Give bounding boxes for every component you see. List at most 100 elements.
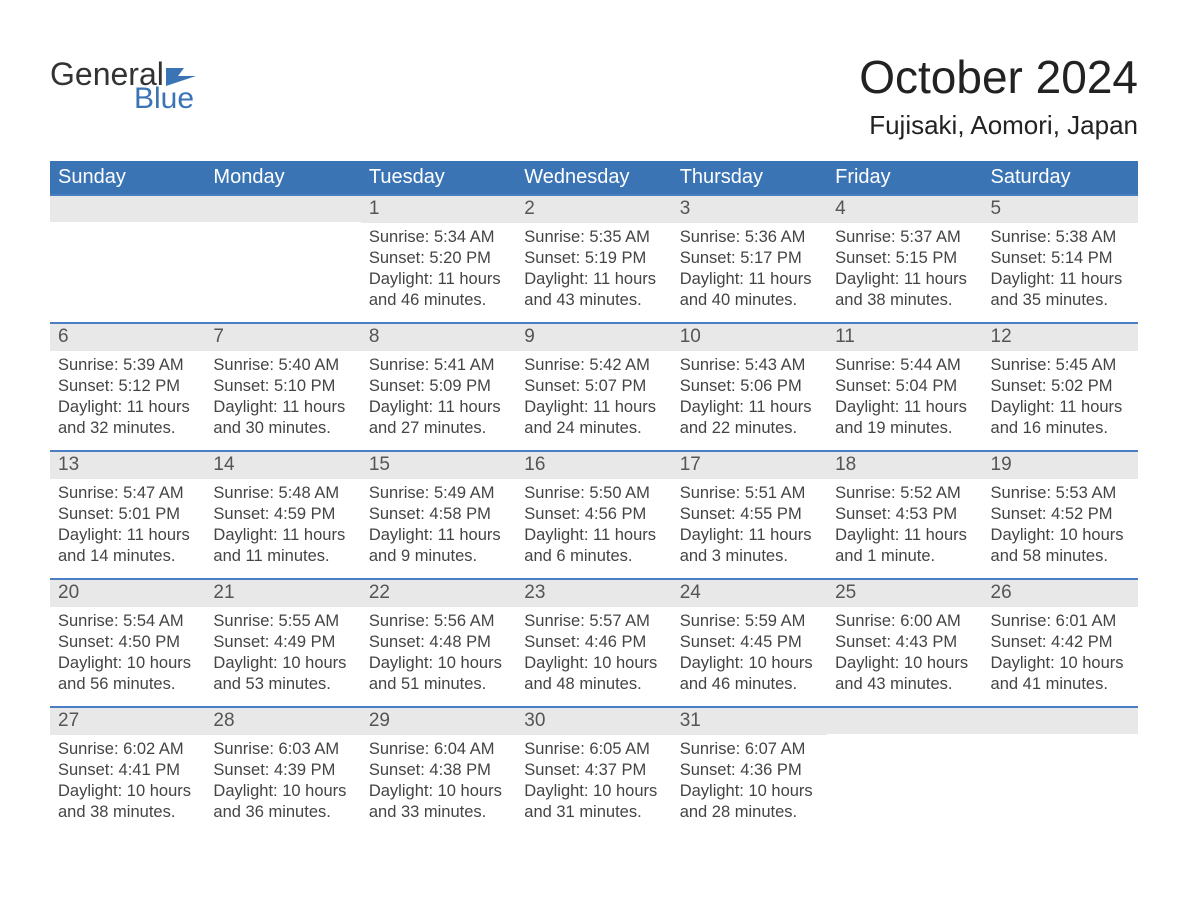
sunset-line: Sunset: 4:39 PM	[213, 760, 352, 781]
calendar-cell	[983, 707, 1138, 835]
sunset-line: Sunset: 4:42 PM	[991, 632, 1130, 653]
calendar-week-row: 1Sunrise: 5:34 AMSunset: 5:20 PMDaylight…	[50, 195, 1138, 323]
daylight-line: Daylight: 11 hours and 16 minutes.	[991, 397, 1130, 439]
sunset-line: Sunset: 5:19 PM	[524, 248, 663, 269]
sunrise-line: Sunrise: 5:48 AM	[213, 483, 352, 504]
sunrise-line: Sunrise: 6:05 AM	[524, 739, 663, 760]
daylight-line: Daylight: 10 hours and 38 minutes.	[58, 781, 197, 823]
daylight-line: Daylight: 11 hours and 24 minutes.	[524, 397, 663, 439]
day-details: Sunrise: 5:38 AMSunset: 5:14 PMDaylight:…	[983, 223, 1138, 317]
calendar-cell: 3Sunrise: 5:36 AMSunset: 5:17 PMDaylight…	[672, 195, 827, 323]
day-number: 12	[983, 324, 1138, 351]
daylight-line: Daylight: 11 hours and 40 minutes.	[680, 269, 819, 311]
sunset-line: Sunset: 4:50 PM	[58, 632, 197, 653]
calendar-cell: 30Sunrise: 6:05 AMSunset: 4:37 PMDayligh…	[516, 707, 671, 835]
sunrise-line: Sunrise: 6:02 AM	[58, 739, 197, 760]
day-details: Sunrise: 5:42 AMSunset: 5:07 PMDaylight:…	[516, 351, 671, 445]
calendar-cell: 27Sunrise: 6:02 AMSunset: 4:41 PMDayligh…	[50, 707, 205, 835]
daylight-line: Daylight: 10 hours and 31 minutes.	[524, 781, 663, 823]
day-number: 25	[827, 580, 982, 607]
sunset-line: Sunset: 4:58 PM	[369, 504, 508, 525]
day-details: Sunrise: 6:04 AMSunset: 4:38 PMDaylight:…	[361, 735, 516, 829]
sunrise-line: Sunrise: 5:36 AM	[680, 227, 819, 248]
daylight-line: Daylight: 11 hours and 30 minutes.	[213, 397, 352, 439]
sunset-line: Sunset: 4:36 PM	[680, 760, 819, 781]
day-details: Sunrise: 5:51 AMSunset: 4:55 PMDaylight:…	[672, 479, 827, 573]
sunrise-line: Sunrise: 5:44 AM	[835, 355, 974, 376]
calendar-cell: 28Sunrise: 6:03 AMSunset: 4:39 PMDayligh…	[205, 707, 360, 835]
sunrise-line: Sunrise: 5:45 AM	[991, 355, 1130, 376]
sunrise-line: Sunrise: 5:51 AM	[680, 483, 819, 504]
weekday-header: Sunday	[50, 161, 205, 195]
day-details: Sunrise: 5:44 AMSunset: 5:04 PMDaylight:…	[827, 351, 982, 445]
day-details: Sunrise: 6:05 AMSunset: 4:37 PMDaylight:…	[516, 735, 671, 829]
page-title: October 2024	[859, 50, 1138, 104]
sunrise-line: Sunrise: 5:41 AM	[369, 355, 508, 376]
sunrise-line: Sunrise: 5:50 AM	[524, 483, 663, 504]
daylight-line: Daylight: 10 hours and 58 minutes.	[991, 525, 1130, 567]
calendar-cell: 16Sunrise: 5:50 AMSunset: 4:56 PMDayligh…	[516, 451, 671, 579]
day-number: 15	[361, 452, 516, 479]
calendar-week-row: 20Sunrise: 5:54 AMSunset: 4:50 PMDayligh…	[50, 579, 1138, 707]
daylight-line: Daylight: 10 hours and 43 minutes.	[835, 653, 974, 695]
day-details: Sunrise: 5:48 AMSunset: 4:59 PMDaylight:…	[205, 479, 360, 573]
daylight-line: Daylight: 11 hours and 35 minutes.	[991, 269, 1130, 311]
sunset-line: Sunset: 5:07 PM	[524, 376, 663, 397]
day-details: Sunrise: 5:37 AMSunset: 5:15 PMDaylight:…	[827, 223, 982, 317]
day-details: Sunrise: 5:43 AMSunset: 5:06 PMDaylight:…	[672, 351, 827, 445]
sunset-line: Sunset: 5:20 PM	[369, 248, 508, 269]
sunset-line: Sunset: 5:12 PM	[58, 376, 197, 397]
calendar-body: 1Sunrise: 5:34 AMSunset: 5:20 PMDaylight…	[50, 195, 1138, 835]
daylight-line: Daylight: 11 hours and 27 minutes.	[369, 397, 508, 439]
day-details: Sunrise: 5:47 AMSunset: 5:01 PMDaylight:…	[50, 479, 205, 573]
daylight-line: Daylight: 11 hours and 14 minutes.	[58, 525, 197, 567]
sunset-line: Sunset: 4:48 PM	[369, 632, 508, 653]
calendar-cell: 4Sunrise: 5:37 AMSunset: 5:15 PMDaylight…	[827, 195, 982, 323]
sunset-line: Sunset: 4:46 PM	[524, 632, 663, 653]
day-number: 4	[827, 196, 982, 223]
sunrise-line: Sunrise: 5:39 AM	[58, 355, 197, 376]
calendar-week-row: 13Sunrise: 5:47 AMSunset: 5:01 PMDayligh…	[50, 451, 1138, 579]
sunset-line: Sunset: 4:43 PM	[835, 632, 974, 653]
calendar-cell: 29Sunrise: 6:04 AMSunset: 4:38 PMDayligh…	[361, 707, 516, 835]
calendar-cell: 12 Sunrise: 5:45 AMSunset: 5:02 PMDayligh…	[983, 323, 1138, 451]
day-number: 2	[516, 196, 671, 223]
sunrise-line: Sunrise: 5:35 AM	[524, 227, 663, 248]
calendar-cell: 24Sunrise: 5:59 AMSunset: 4:45 PMDayligh…	[672, 579, 827, 707]
sunset-line: Sunset: 5:17 PM	[680, 248, 819, 269]
calendar-cell: 11Sunrise: 5:44 AMSunset: 5:04 PMDayligh…	[827, 323, 982, 451]
calendar-cell: 9Sunrise: 5:42 AMSunset: 5:07 PMDaylight…	[516, 323, 671, 451]
sunset-line: Sunset: 4:56 PM	[524, 504, 663, 525]
daylight-line: Daylight: 11 hours and 9 minutes.	[369, 525, 508, 567]
day-number: 8	[361, 324, 516, 351]
sunrise-line: Sunrise: 5:52 AM	[835, 483, 974, 504]
weekday-header: Saturday	[983, 161, 1138, 195]
calendar-cell	[205, 195, 360, 323]
sunset-line: Sunset: 5:04 PM	[835, 376, 974, 397]
day-number: 14	[205, 452, 360, 479]
daylight-line: Daylight: 10 hours and 56 minutes.	[58, 653, 197, 695]
day-number: 10	[672, 324, 827, 351]
day-details: Sunrise: 5:57 AMSunset: 4:46 PMDaylight:…	[516, 607, 671, 701]
sunrise-line: Sunrise: 6:03 AM	[213, 739, 352, 760]
calendar-cell: 5Sunrise: 5:38 AMSunset: 5:14 PMDaylight…	[983, 195, 1138, 323]
calendar-cell: 1Sunrise: 5:34 AMSunset: 5:20 PMDaylight…	[361, 195, 516, 323]
daylight-line: Daylight: 11 hours and 19 minutes.	[835, 397, 974, 439]
sunset-line: Sunset: 5:02 PM	[991, 376, 1130, 397]
day-details: Sunrise: 5:50 AMSunset: 4:56 PMDaylight:…	[516, 479, 671, 573]
calendar-cell: 10Sunrise: 5:43 AMSunset: 5:06 PMDayligh…	[672, 323, 827, 451]
day-number: 24	[672, 580, 827, 607]
calendar-cell: 19Sunrise: 5:53 AMSunset: 4:52 PMDayligh…	[983, 451, 1138, 579]
weekday-header: Friday	[827, 161, 982, 195]
day-number: 5	[983, 196, 1138, 223]
daylight-line: Daylight: 10 hours and 53 minutes.	[213, 653, 352, 695]
calendar-cell: 22Sunrise: 5:56 AMSunset: 4:48 PMDayligh…	[361, 579, 516, 707]
sunrise-line: Sunrise: 6:04 AM	[369, 739, 508, 760]
calendar-cell: 7Sunrise: 5:40 AMSunset: 5:10 PMDaylight…	[205, 323, 360, 451]
sunrise-line: Sunrise: 5:40 AM	[213, 355, 352, 376]
day-number: 31	[672, 708, 827, 735]
daylight-line: Daylight: 11 hours and 32 minutes.	[58, 397, 197, 439]
calendar-cell: 21Sunrise: 5:55 AMSunset: 4:49 PMDayligh…	[205, 579, 360, 707]
day-details: Sunrise: 6:03 AMSunset: 4:39 PMDaylight:…	[205, 735, 360, 829]
daylight-line: Daylight: 11 hours and 22 minutes.	[680, 397, 819, 439]
